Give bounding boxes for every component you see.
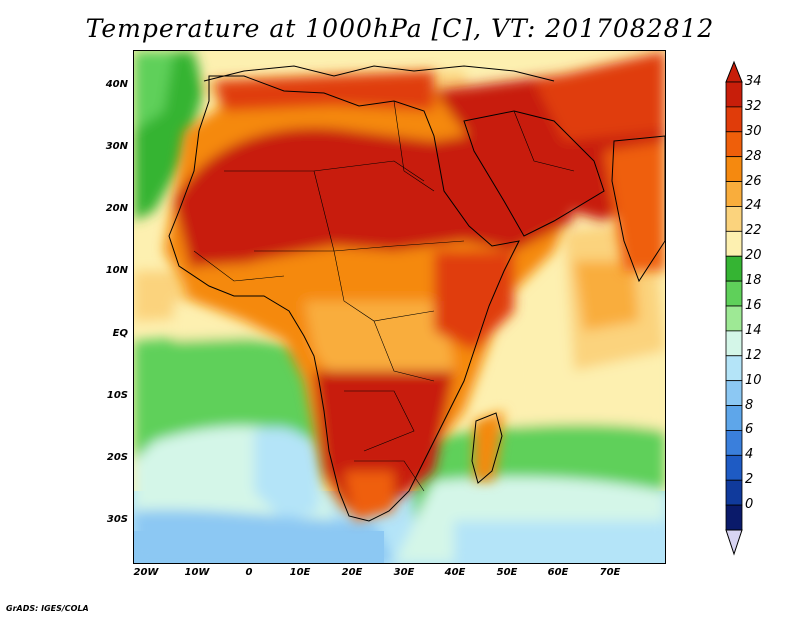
- colorbar-label: 24: [745, 198, 762, 214]
- colorbar-label: 18: [745, 273, 762, 289]
- colorbar-label: 12: [745, 347, 762, 363]
- lat-label-eq: EQ: [112, 328, 128, 339]
- madagascar-warm: [474, 411, 504, 481]
- colorbar-swatch: [725, 355, 743, 382]
- colorbar-label: 34: [745, 74, 762, 89]
- colorbar-label: 2: [745, 472, 754, 488]
- lon-label-30e: 30E: [393, 567, 415, 578]
- india-coastline: [611, 135, 665, 283]
- congo-warm: [304, 301, 454, 391]
- grads-credit: GrADS: IGES/COLA: [6, 604, 89, 613]
- colorbar-label: 32: [745, 98, 762, 114]
- europe-coastline: [203, 65, 555, 82]
- colorbar-label: 10: [745, 372, 762, 388]
- temperature-map: [133, 50, 666, 564]
- iran-hot: [534, 51, 665, 141]
- colorbar-swatch: [725, 81, 743, 108]
- colorbar-label: 22: [745, 223, 762, 239]
- colorbar-label: 30: [745, 123, 762, 139]
- lon-label-60e: 60E: [547, 567, 569, 578]
- colorbar-label: 4: [745, 447, 754, 463]
- south-indian-blue: [454, 521, 665, 563]
- lat-label-40n: 40N: [105, 79, 128, 90]
- lat-label-30n: 30N: [105, 141, 128, 152]
- map-title: Temperature at 1000hPa [C], VT: 20170828…: [85, 14, 715, 43]
- colorbar-label: 28: [745, 148, 762, 164]
- lon-label-20e: 20E: [341, 567, 363, 578]
- colorbar-swatch: [725, 479, 743, 506]
- lon-label-0: 0: [245, 567, 253, 578]
- colorbar: [725, 60, 743, 556]
- lon-label-50e: 50E: [496, 567, 518, 578]
- colorbar-swatch: [725, 156, 743, 182]
- lon-label-40e: 40E: [444, 567, 466, 578]
- colorbar-swatch: [725, 181, 743, 207]
- colorbar-swatch: [725, 380, 743, 406]
- east-africa-hot: [434, 251, 514, 351]
- colorbar-swatch: [725, 405, 743, 431]
- sahara-hot: [174, 127, 574, 281]
- atlantic-far-south: [134, 509, 394, 563]
- colorbar-under-triangle: [725, 529, 743, 556]
- lon-label-70e: 70E: [599, 567, 621, 578]
- country-borders: [193, 100, 575, 492]
- lon-label-20w: 20W: [133, 567, 159, 578]
- colorbar-swatch: [725, 305, 743, 332]
- colorbar-swatch: [725, 330, 743, 357]
- colorbar-swatch: [725, 255, 743, 282]
- colorbar-swatch: [725, 131, 743, 158]
- colorbar-swatch: [725, 230, 743, 257]
- lon-label-10e: 10E: [289, 567, 311, 578]
- colorbar-swatch: [725, 504, 743, 531]
- lat-label-30s: 30S: [106, 514, 128, 525]
- madagascar-coastline: [471, 412, 503, 484]
- arabia-coastline: [463, 110, 605, 237]
- lat-label-20s: 20S: [106, 452, 128, 463]
- colorbar-label: 16: [745, 298, 762, 313]
- colorbar-label: 26: [745, 173, 762, 189]
- lat-label-10n: 10N: [105, 265, 128, 276]
- colorbar-swatch: [725, 206, 743, 232]
- colorbar-label: 6: [745, 422, 754, 438]
- lat-label-20n: 20N: [105, 203, 128, 214]
- india-warm: [604, 141, 665, 271]
- colorbar-label: 14: [745, 322, 762, 338]
- colorbar-label: 20: [745, 248, 762, 264]
- colorbar-swatch: [725, 430, 743, 456]
- benguela-cold: [254, 427, 319, 521]
- colorbar-swatch: [725, 280, 743, 307]
- lon-label-10w: 10W: [184, 567, 210, 578]
- azores-light: [134, 51, 174, 131]
- colorbar-swatch: [725, 454, 743, 481]
- colorbar-over-triangle: [725, 60, 743, 83]
- colorbar-label: 0: [745, 497, 754, 513]
- coastlines: [168, 65, 665, 522]
- lat-label-10s: 10S: [106, 390, 128, 401]
- cape-mild: [344, 471, 394, 521]
- colorbar-swatch: [725, 106, 743, 133]
- africa-coastline: [168, 75, 520, 522]
- north-africa-coast: [214, 71, 434, 111]
- arabian-sea-hot: [574, 261, 639, 331]
- colorbar-label: 8: [745, 397, 754, 413]
